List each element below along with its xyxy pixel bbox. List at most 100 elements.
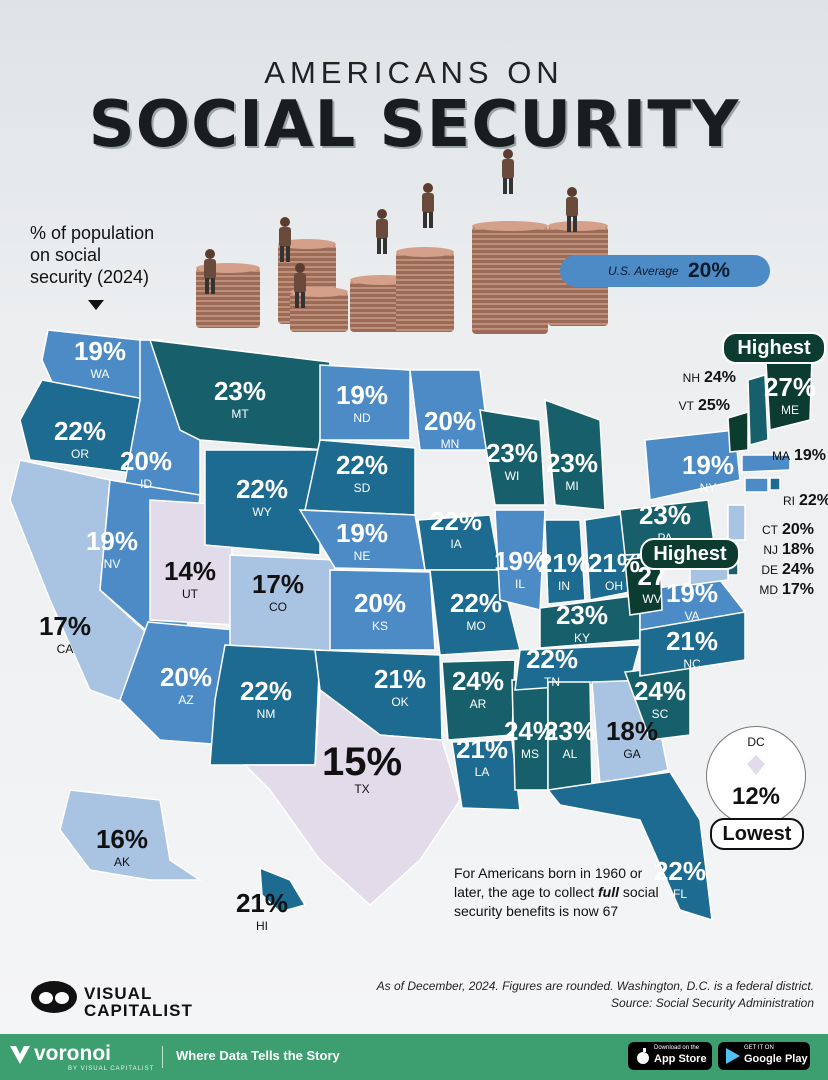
state-value-wi: 23% [486,438,538,468]
state-code-ia: IA [450,537,461,551]
state-code-vt: VT [679,399,695,413]
state-code-nv: NV [104,557,121,571]
state-code-ky: KY [574,631,590,645]
state-ks [329,569,436,651]
google-play-label: Google Play [744,1053,808,1065]
state-code-md: MD [759,583,778,597]
state-value-ri: 22% [799,492,828,509]
us-average-value: 20% [688,259,731,282]
app-store-button[interactable]: Download on the App Store [628,1042,712,1070]
state-code-mn: MN [441,437,460,451]
state-code-de: DE [761,563,778,577]
state-code-wi: WI [505,469,520,483]
dc-shape-icon [747,755,765,775]
footer-tagline: Where Data Tells the Story [176,1048,340,1063]
main-title: SOCIAL SECURITY [88,88,740,162]
state-code-in: IN [558,579,570,593]
highest-callout-me: Highest [722,332,826,364]
state-fl [546,771,713,922]
state-value-pa: 23% [639,500,691,530]
state-value-ok: 21% [374,664,426,694]
footnote-pre: For Americans born in 1960 or later, the… [454,865,643,900]
state-code-tn: TN [544,675,560,689]
state-code-wy: WY [252,505,271,519]
visual-capitalist-logo-icon [31,981,77,1013]
state-value-md: 17% [782,581,814,598]
state-value-id: 20% [120,446,172,476]
state-mi [544,398,606,511]
state-code-mt: MT [231,407,249,421]
state-value-nd: 19% [336,380,388,410]
state-code-wa: WA [91,367,110,381]
source-line: Source: Social Security Administration [611,996,814,1010]
state-value-wy: 22% [236,474,288,504]
voronoi-sub: BY VISUAL CAPITALIST [68,1066,155,1072]
state-vt [727,410,749,453]
state-value-vt: 25% [698,397,730,414]
footnote-bold: full [597,884,619,900]
state-value-ky: 23% [556,600,608,630]
footnote: For Americans born in 1960 or later, the… [454,864,674,921]
legend-arrow-icon [88,300,104,310]
state-value-ak: 16% [96,824,148,854]
state-value-nj: 18% [782,541,814,558]
highest-callout-wv: Highest [640,538,740,570]
state-code-ny: NY [700,481,717,495]
state-ma [741,454,791,473]
state-value-me: 27% [764,372,816,402]
publisher-line: CAPITALIST [84,1001,193,1020]
legend-line: security (2024) [30,267,150,287]
state-ri [769,477,781,491]
notes-line: As of December, 2024. Figures are rounde… [376,979,814,993]
state-code-tx: TX [354,782,369,796]
state-code-ar: AR [470,697,487,711]
overline-title: AMERICANS ON [264,55,564,90]
state-value-co: 17% [252,569,304,599]
state-ny [644,429,741,501]
app-store-small: Download on the [654,1045,700,1051]
state-value-ks: 20% [354,588,406,618]
state-value-wa: 19% [74,336,126,366]
footer-bar: voronoi BY VISUAL CAPITALIST Where Data … [0,1034,828,1080]
state-value-ny: 19% [682,450,734,480]
state-code-mo: MO [466,619,485,633]
state-code-ut: UT [182,587,199,601]
state-value-ms: 24% [504,716,556,746]
state-value-az: 20% [160,662,212,692]
notes: As of December, 2024. Figures are rounde… [377,978,814,1012]
state-value-mi: 23% [546,448,598,478]
state-code-oh: OH [605,579,623,593]
state-value-ut: 14% [164,556,216,586]
state-az [119,621,236,746]
state-code-sd: SD [354,481,371,495]
state-value-mo: 22% [450,588,502,618]
state-code-fl: FL [673,887,687,901]
state-value-ga: 18% [606,716,658,746]
state-code-il: IL [515,577,525,591]
state-code-nc: NC [683,657,701,671]
state-value-tx: 15% [322,740,402,784]
voronoi-logo-icon [10,1046,30,1064]
state-code-la: LA [475,765,490,779]
state-code-ri: RI [783,494,795,508]
legend-line: % of population [30,223,155,243]
state-nd [319,364,411,441]
lowest-callout: Lowest [710,818,804,850]
state-code-al: AL [563,747,578,761]
state-ar [441,659,516,741]
coin-stacks-illustration [196,149,608,334]
state-code-nm: NM [257,707,276,721]
state-code-nj: NJ [763,543,778,557]
state-nj [727,504,746,541]
state-code-ca: CA [57,642,74,656]
state-code-az: AZ [178,693,193,707]
google-play-button[interactable]: GET IT ON Google Play [718,1042,810,1070]
state-code-nd: ND [353,411,371,425]
state-code-ak: AK [114,855,130,869]
dc-value: 12% [731,783,781,810]
play-icon [726,1048,740,1064]
state-code-mi: MI [565,479,578,493]
legend-line: on social [30,245,102,265]
state-value-sc: 24% [634,676,686,706]
state-code-ga: GA [623,747,640,761]
